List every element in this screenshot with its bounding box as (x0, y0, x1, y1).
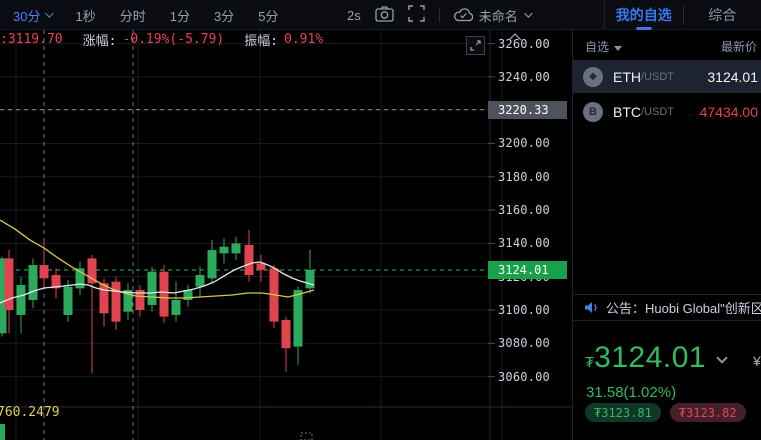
watchlist-row-btc[interactable]: B BTC /USDT 47434.00 (573, 95, 761, 128)
period-item-time[interactable]: 分时 (119, 8, 146, 24)
pair-quote: /USDT (641, 70, 674, 83)
candlestick-chart[interactable] (0, 30, 572, 440)
candle-body (219, 246, 229, 254)
watchlist-row-eth[interactable]: ◆ ETH /USDT 3124.01 (573, 60, 761, 93)
speaker-icon (585, 302, 597, 313)
pair-base: ETH (613, 68, 641, 85)
candle-body (39, 265, 49, 279)
cloud-check-icon (453, 8, 473, 22)
price-column-header: 最新价 (720, 40, 757, 54)
announcement-bar[interactable]: 公告：Huobi Global"创新区 (573, 294, 761, 321)
chart-popout-icon[interactable] (466, 36, 485, 55)
group-label: 自选 (585, 40, 610, 54)
ma-yellow (0, 219, 315, 299)
chevron-down-icon (523, 9, 533, 18)
candle-body (159, 271, 169, 317)
pair-base: BTC (613, 103, 641, 120)
sidebar-tabs: 我的自选 综合 (604, 0, 761, 30)
tab-label: 综合 (708, 7, 737, 23)
amplitude-value: 0.91% (284, 32, 324, 47)
candle-body (75, 268, 85, 289)
camera-icon[interactable] (375, 5, 394, 25)
period-selected-label: 30分 (13, 8, 41, 24)
pair-quote: /USDT (641, 105, 674, 118)
candle-body (123, 289, 133, 312)
change-label: 涨幅: (82, 34, 117, 48)
fullscreen-icon[interactable] (408, 5, 425, 25)
tab-active-underline (636, 27, 652, 30)
volume-ma-value: 760.2479 (0, 405, 60, 420)
candle-body (171, 299, 181, 315)
candle-body (244, 245, 254, 276)
candle-body (147, 271, 157, 305)
watchlist-sidebar: 自选 最新价 ◆ ETH /USDT 3124.01 B BTC /USDT 4… (572, 30, 761, 440)
period-item-5min[interactable]: 5分 (258, 8, 279, 24)
period-item-1s[interactable]: 1秒 (75, 8, 96, 24)
period-selector[interactable]: 30分 (13, 6, 55, 25)
pane-collapse-icon[interactable] (505, 28, 527, 41)
tab-my-favorites[interactable]: 我的自选 (605, 0, 683, 30)
refresh-interval: 2s (347, 7, 361, 23)
watchlist-group-dropdown[interactable]: 自选 (585, 38, 623, 55)
candle-body (99, 283, 109, 314)
candle-body (63, 286, 73, 315)
ohlc-info-bar: :3119.70 涨幅: -0.19%(-5.79) 振幅: 0.91% (0, 31, 487, 48)
candle-body (28, 265, 38, 300)
candle-body (111, 281, 121, 322)
btc-coin-icon: B (583, 101, 603, 122)
change-value: -0.19%(-5.79) (122, 32, 225, 47)
eth-coin-icon: ◆ (583, 66, 603, 87)
pair-price: 47434.00 (699, 103, 758, 120)
low-value: :3119.70 (0, 32, 63, 47)
candle-body (16, 285, 26, 315)
save-layout-button[interactable]: 未命名 (453, 6, 533, 25)
usdt-symbol: ₮ (585, 354, 595, 371)
candle-body (135, 289, 145, 310)
announcement-text: 公告：Huobi Global"创新区 (606, 301, 761, 316)
tab-divider (682, 5, 684, 25)
tab-composite[interactable]: 综合 (684, 0, 761, 30)
candle-body (0, 258, 7, 334)
candle-body (195, 275, 205, 287)
toolbar-divider (438, 8, 440, 22)
candle-body (281, 319, 291, 349)
candle-body (231, 243, 241, 254)
crosshair-volume-box (300, 432, 313, 440)
layout-name: 未命名 (478, 8, 518, 24)
chevron-down-icon (45, 9, 55, 18)
candle-body (207, 250, 217, 279)
tab-label: 我的自选 (615, 7, 672, 23)
price-change: 31.58(1.02%) (586, 384, 677, 401)
pair-price: 3124.01 (707, 68, 758, 85)
chevron-down-icon (716, 352, 728, 364)
candle-body (4, 258, 14, 310)
bid-price-badge[interactable]: ₮3123.81 (585, 403, 661, 422)
candle-body (305, 270, 315, 289)
triangle-down-icon (614, 46, 623, 51)
ask-price-badge[interactable]: ₮3123.82 (669, 403, 746, 422)
volume-bar (0, 424, 5, 440)
last-price-value: 3124.01 (594, 341, 707, 374)
candle-body (87, 258, 97, 284)
amplitude-label: 振幅: (244, 34, 279, 48)
last-price[interactable]: ₮ 3124.01 (585, 341, 728, 374)
candle-body (293, 289, 303, 347)
candle-body (256, 263, 266, 271)
top-toolbar: 30分 1秒 分时 1分 3分 5分 2s 未命名 (0, 0, 761, 30)
cny-symbol: ¥ (753, 353, 761, 369)
period-item-1min[interactable]: 1分 (169, 8, 190, 24)
ma-white (0, 261, 315, 304)
candle-body (51, 275, 61, 289)
candle-body (183, 289, 193, 300)
period-item-3min[interactable]: 3分 (213, 8, 235, 24)
